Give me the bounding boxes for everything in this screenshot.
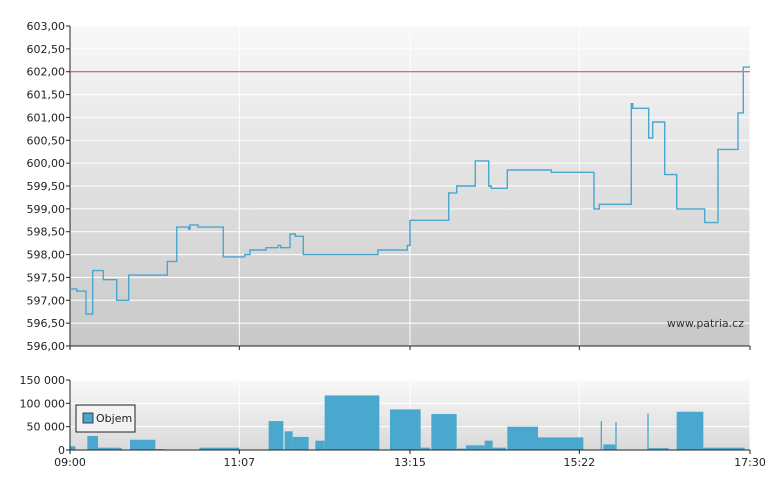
price-tick-label: 598,50 xyxy=(27,226,66,239)
volume-bar xyxy=(366,395,380,450)
volume-tick-label: 150 000 xyxy=(20,374,66,387)
price-tick-label: 603,00 xyxy=(27,20,66,33)
volume-bar xyxy=(324,395,366,450)
volume-bar xyxy=(268,421,284,450)
legend-swatch xyxy=(82,412,94,424)
price-tick-label: 600,50 xyxy=(27,134,66,147)
time-axis: 09:00 11:07 13:15 15:22 17:30 xyxy=(54,380,766,469)
volume-bar xyxy=(647,413,649,450)
time-tick-label: 15:22 xyxy=(563,456,595,469)
volume-bar xyxy=(284,431,293,450)
volume-tick-label: 0 xyxy=(58,444,65,457)
price-y-axis: 596,00 596,50 597,00 597,50 598,00 598,50 599,… xyxy=(27,20,751,353)
volume-bar xyxy=(420,447,430,450)
price-gridlines xyxy=(69,25,751,347)
volume-bar xyxy=(507,426,538,450)
volume-bar xyxy=(615,422,617,450)
price-tick-label: 596,00 xyxy=(27,340,66,353)
volume-bar xyxy=(492,447,506,450)
price-tick-label: 597,00 xyxy=(27,294,66,307)
time-tick-label: 13:15 xyxy=(394,456,426,469)
time-tick-label: 17:30 xyxy=(734,456,766,469)
volume-bar xyxy=(431,414,457,450)
volume-bar xyxy=(648,448,669,450)
price-panel: 596,00 596,50 597,00 597,50 598,00 598,50 599,… xyxy=(27,20,751,353)
volume-bar xyxy=(456,448,466,450)
time-tick-label: 11:07 xyxy=(223,456,255,469)
price-tick-label: 599,00 xyxy=(27,203,66,216)
price-line xyxy=(70,66,750,315)
volume-bar xyxy=(119,448,122,450)
volume-bar xyxy=(70,446,76,450)
volume-y-axis: 0 50 000 100 000 150 000 xyxy=(20,374,70,457)
volume-bar xyxy=(600,421,602,450)
volume-bars xyxy=(70,395,745,450)
volume-bar xyxy=(87,436,98,450)
price-tick-label: 599,50 xyxy=(27,180,66,193)
volume-bar xyxy=(130,439,156,450)
watermark: www.patria.cz xyxy=(667,317,744,330)
volume-bar xyxy=(538,437,584,450)
price-tick-label: 601,50 xyxy=(27,89,66,102)
volume-bar xyxy=(390,409,421,450)
price-tick-label: 596,50 xyxy=(27,317,66,330)
volume-tick-label: 50 000 xyxy=(27,421,66,434)
time-tick-label: 09:00 xyxy=(54,456,86,469)
volume-bar xyxy=(98,447,120,450)
volume-bar xyxy=(703,447,745,450)
volume-bar xyxy=(292,436,309,450)
legend-label: Objem xyxy=(96,412,132,425)
volume-bar xyxy=(484,440,493,450)
price-tick-label: 597,50 xyxy=(27,271,66,284)
price-tick-label: 598,00 xyxy=(27,249,66,262)
price-tick-label: 601,00 xyxy=(27,111,66,124)
volume-bar xyxy=(676,411,704,450)
volume-tick-label: 100 000 xyxy=(20,397,66,410)
volume-bar xyxy=(199,447,240,450)
volume-bar xyxy=(466,445,485,450)
legend: Objem xyxy=(75,404,136,433)
volume-panel: 0 50 000 100 000 150 000 09:00 11:07 13:15 15:… xyxy=(20,374,766,469)
price-tick-label: 602,50 xyxy=(27,43,66,56)
price-tick-label: 600,00 xyxy=(27,157,66,170)
price-tick-label: 602,00 xyxy=(27,66,66,79)
volume-bar xyxy=(603,444,616,450)
volume-bar xyxy=(315,440,325,450)
